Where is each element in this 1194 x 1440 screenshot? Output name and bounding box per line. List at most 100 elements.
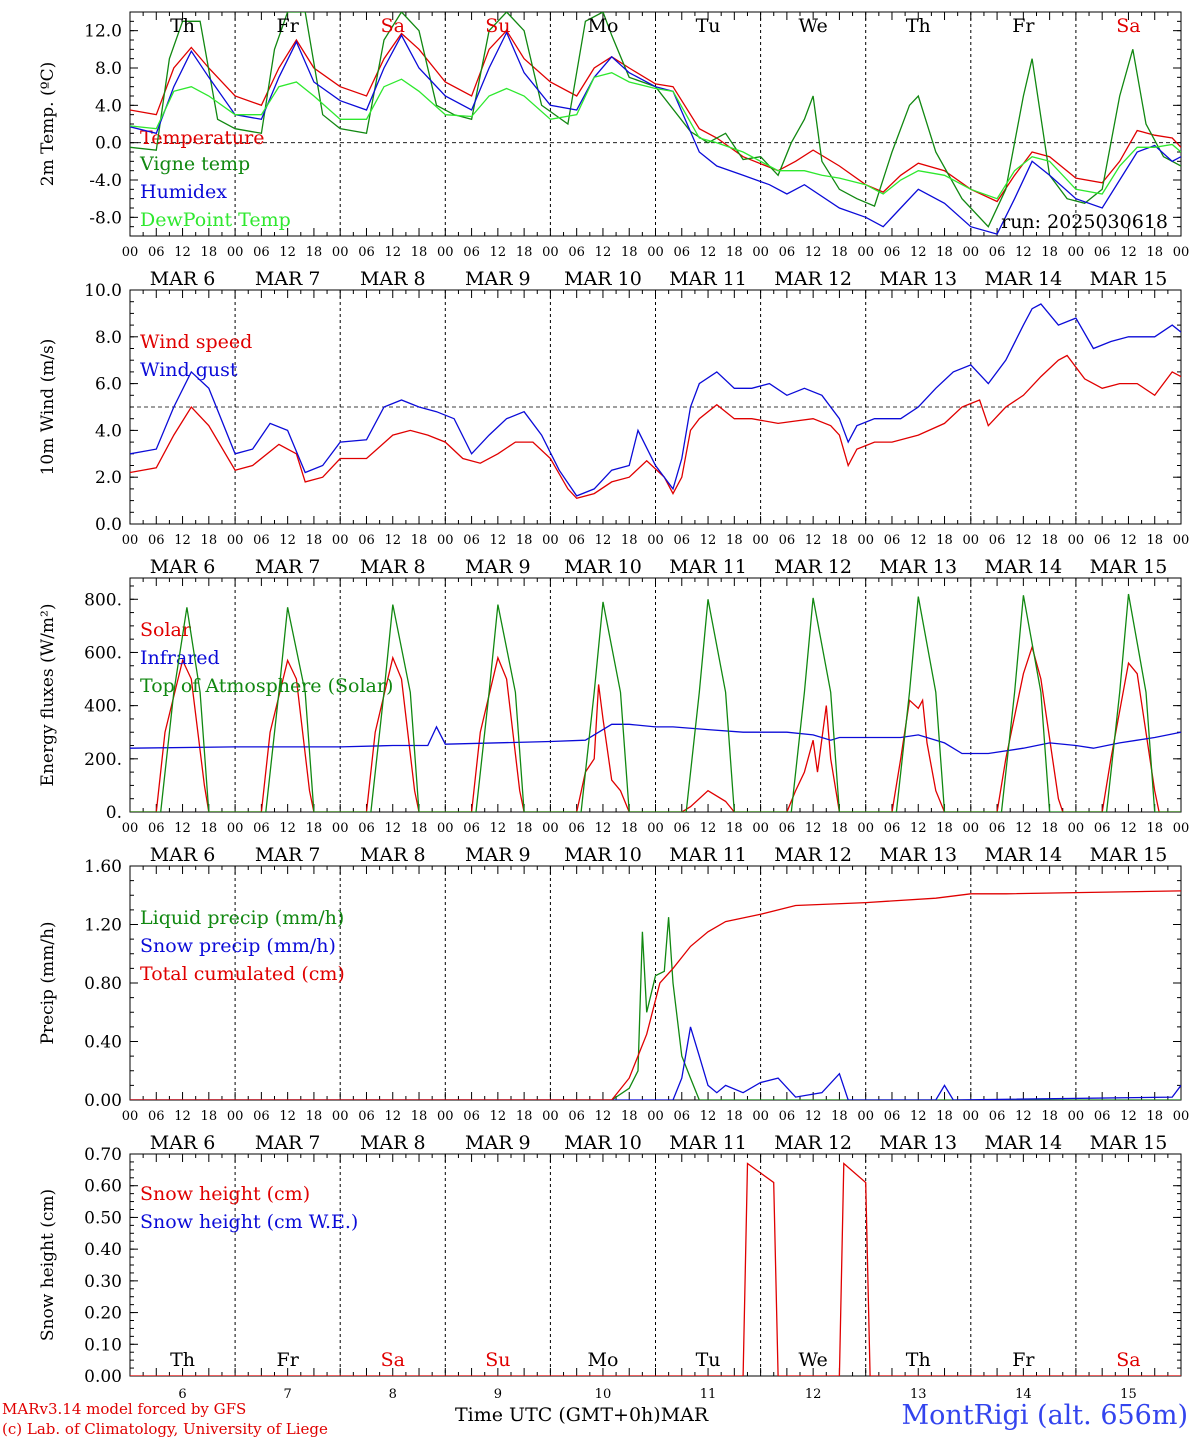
- date-label: MAR 8: [360, 844, 426, 866]
- hour-tick-label: 00: [647, 533, 664, 548]
- hour-tick-label: 18: [726, 533, 743, 548]
- hour-tick-label: 06: [779, 533, 796, 548]
- hour-tick-label: 00: [542, 245, 559, 260]
- y-tick-label: 800.: [84, 590, 122, 610]
- hour-tick-label: 12: [490, 821, 507, 836]
- hour-tick-label: 12: [174, 533, 191, 548]
- hour-tick-label: 06: [148, 245, 165, 260]
- hour-tick-label: 06: [989, 533, 1006, 548]
- hour-tick-label: 18: [621, 1109, 638, 1124]
- series-line: [130, 303, 1181, 497]
- hour-tick-label: 18: [1146, 245, 1163, 260]
- hour-tick-label: 12: [279, 245, 296, 260]
- hour-tick-label: 18: [831, 245, 848, 260]
- weekday-label: Fr: [1012, 1349, 1035, 1371]
- lab-credit: (c) Lab. of Climatology, University of L…: [2, 1420, 328, 1438]
- y-tick-label: 0.40: [84, 1033, 122, 1053]
- y-tick-label: 600.: [84, 643, 122, 663]
- date-label: MAR 7: [255, 556, 321, 578]
- hour-tick-label: 06: [779, 1109, 796, 1124]
- hour-tick-label: 00: [963, 533, 980, 548]
- date-label: MAR 15: [1090, 844, 1168, 866]
- series-line: [130, 1162, 1181, 1376]
- hour-tick-label: 12: [910, 533, 927, 548]
- hour-tick-label: 12: [700, 245, 717, 260]
- station-name: MontRigi (alt. 656m): [901, 1400, 1188, 1431]
- hour-tick-label: 00: [332, 1109, 349, 1124]
- date-label: MAR 15: [1090, 268, 1168, 290]
- x-axis-month: MAR: [660, 1404, 709, 1426]
- y-tick-label: 8.0: [95, 328, 122, 348]
- series-line: [130, 354, 1181, 500]
- legend-entry: DewPoint Temp: [140, 209, 291, 231]
- series-line: [130, 917, 1181, 1100]
- hour-tick-label: 18: [936, 821, 953, 836]
- hour-tick-label: 18: [726, 821, 743, 836]
- date-label: MAR 11: [669, 1132, 747, 1154]
- hour-tick-label: 12: [384, 245, 401, 260]
- hour-tick-label: 06: [253, 1109, 270, 1124]
- hour-tick-label: 00: [1068, 821, 1085, 836]
- date-number-label: 9: [494, 1387, 502, 1402]
- hour-tick-label: 06: [674, 245, 691, 260]
- legend-entry: Humidex: [140, 181, 227, 203]
- hour-tick-label: 12: [910, 245, 927, 260]
- panel-temp: 12.0 8.0 4.0 0.0 -4.0 -8.0 2m Temp. (ºC) Temper…: [38, 11, 1189, 290]
- hour-tick-label: 18: [516, 245, 533, 260]
- hour-tick-label: 06: [674, 1109, 691, 1124]
- date-label: MAR 9: [465, 556, 531, 578]
- date-label: MAR 12: [774, 844, 852, 866]
- hour-tick-label: 12: [805, 245, 822, 260]
- weekday-label: Th: [906, 15, 931, 37]
- hour-tick-label: 12: [384, 1109, 401, 1124]
- hour-tick-label: 06: [884, 245, 901, 260]
- hour-tick-label: 18: [516, 821, 533, 836]
- date-number-label: 8: [389, 1387, 397, 1402]
- hour-tick-label: 12: [805, 533, 822, 548]
- hour-tick-label: 18: [726, 1109, 743, 1124]
- hour-tick-label: 12: [1120, 245, 1137, 260]
- hour-tick-label: 12: [595, 245, 612, 260]
- legend-entry: Snow height (cm W.E.): [140, 1211, 358, 1233]
- hour-tick-label: 00: [752, 1109, 769, 1124]
- hour-tick-label: 06: [148, 1109, 165, 1124]
- series-line: [130, 593, 1181, 812]
- y-tick-label: 0.70: [84, 1145, 122, 1165]
- hour-tick-label: 00: [542, 1109, 559, 1124]
- hour-tick-label: 06: [568, 245, 585, 260]
- hour-tick-label: 00: [1173, 533, 1190, 548]
- date-number-label: 12: [805, 1387, 822, 1402]
- hour-tick-label: 06: [884, 821, 901, 836]
- hour-tick-label: 00: [122, 533, 139, 548]
- y-tick-label: 200.: [84, 750, 122, 770]
- date-label: MAR 13: [879, 268, 957, 290]
- y-tick-label: 400.: [84, 697, 122, 717]
- date-label: MAR 10: [564, 268, 642, 290]
- date-label: MAR 8: [360, 1132, 426, 1154]
- date-label: MAR 14: [984, 844, 1062, 866]
- hour-tick-label: 06: [568, 1109, 585, 1124]
- hour-tick-label: 00: [1173, 821, 1190, 836]
- hour-tick-label: 06: [1094, 1109, 1111, 1124]
- hour-tick-label: 00: [332, 245, 349, 260]
- weekday-label: Th: [170, 1349, 195, 1371]
- date-label: MAR 9: [465, 1132, 531, 1154]
- date-label: MAR 15: [1090, 1132, 1168, 1154]
- hour-tick-label: 12: [279, 821, 296, 836]
- y-tick-label: 2.0: [95, 468, 122, 488]
- hour-tick-label: 06: [463, 533, 480, 548]
- date-label: MAR 9: [465, 268, 531, 290]
- hour-tick-label: 06: [463, 1109, 480, 1124]
- y-axis-label: Energy fluxes (W/m²): [38, 604, 58, 787]
- hour-tick-label: 00: [227, 821, 244, 836]
- hour-tick-label: 18: [621, 245, 638, 260]
- hour-tick-label: 12: [490, 533, 507, 548]
- hour-tick-label: 00: [963, 245, 980, 260]
- date-label: MAR 6: [150, 844, 216, 866]
- y-tick-label: 0.50: [84, 1208, 122, 1228]
- hour-tick-label: 00: [227, 1109, 244, 1124]
- date-label: MAR 6: [150, 1132, 216, 1154]
- hour-tick-label: 18: [516, 1109, 533, 1124]
- hour-tick-label: 12: [805, 1109, 822, 1124]
- hour-tick-label: 18: [1146, 821, 1163, 836]
